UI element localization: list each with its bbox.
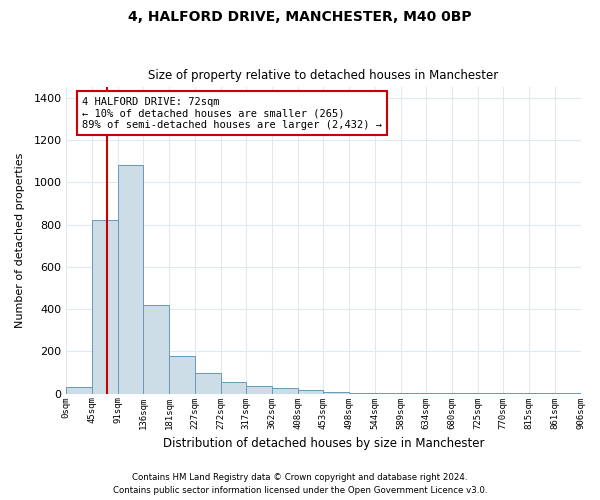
Bar xyxy=(67,388,92,394)
Bar xyxy=(478,393,503,394)
Bar xyxy=(143,305,169,394)
Bar xyxy=(272,388,298,394)
Bar xyxy=(92,220,118,394)
Bar xyxy=(195,372,221,394)
Bar xyxy=(452,393,478,394)
Bar xyxy=(323,392,349,394)
Bar xyxy=(246,386,272,394)
Text: 4 HALFORD DRIVE: 72sqm
← 10% of detached houses are smaller (265)
89% of semi-de: 4 HALFORD DRIVE: 72sqm ← 10% of detached… xyxy=(82,96,382,130)
Text: 4, HALFORD DRIVE, MANCHESTER, M40 0BP: 4, HALFORD DRIVE, MANCHESTER, M40 0BP xyxy=(128,10,472,24)
Bar xyxy=(221,382,246,394)
X-axis label: Distribution of detached houses by size in Manchester: Distribution of detached houses by size … xyxy=(163,437,484,450)
Bar xyxy=(169,356,195,394)
Bar xyxy=(401,392,426,394)
Bar xyxy=(349,392,375,394)
Bar xyxy=(118,166,143,394)
Bar xyxy=(555,392,581,394)
Bar xyxy=(426,393,452,394)
Bar xyxy=(375,392,401,394)
Title: Size of property relative to detached houses in Manchester: Size of property relative to detached ho… xyxy=(148,69,499,82)
Bar xyxy=(298,390,323,394)
Y-axis label: Number of detached properties: Number of detached properties xyxy=(15,153,25,328)
Text: Contains HM Land Registry data © Crown copyright and database right 2024.
Contai: Contains HM Land Registry data © Crown c… xyxy=(113,474,487,495)
